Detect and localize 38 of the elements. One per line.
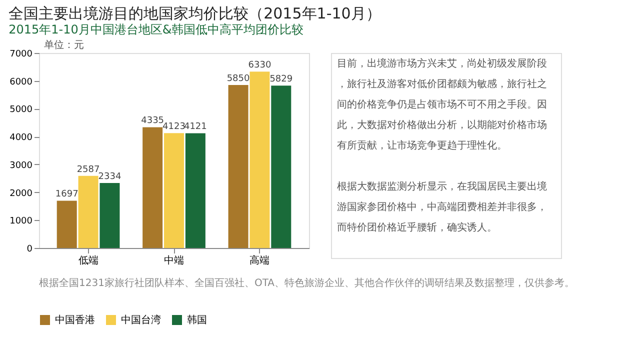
bar bbox=[185, 133, 206, 248]
legend-label: 中国台湾 bbox=[121, 314, 161, 326]
data-label: 4123 bbox=[162, 122, 186, 132]
bar bbox=[164, 133, 184, 248]
text: 目前，出境游市场方兴未艾，尚处初级发展阶段，旅行社及游客对低价团都颇为敏感，旅行社之间的价格竞争仍是占领市场不可不用之手段。因此，大数据对价格做出分析，以期能对价格市场有所贡献，让市场竞争更趋于理性化。 bbox=[337, 57, 547, 152]
chart-title: 全国主要出境游目的地国家均价比较（2015年1-10月） bbox=[8, 4, 381, 22]
data-label: 4335 bbox=[141, 116, 164, 126]
text: 单位：元 bbox=[44, 39, 84, 51]
bar bbox=[78, 176, 98, 248]
data-label: 2587 bbox=[76, 164, 100, 175]
bar bbox=[250, 72, 270, 248]
y-tick-label: 7000 bbox=[10, 50, 33, 60]
y-tick-label: 6000 bbox=[10, 77, 33, 88]
text: 根据大数据监测分析显示，在我国居民主要出境游国家参团价格中，中高端团费相差并非很多，而特价团价格近乎腰斩，确实诱人。 bbox=[337, 180, 547, 234]
y-tick-label: 0 bbox=[26, 244, 33, 254]
y-tick-label: 4000 bbox=[10, 133, 33, 144]
y-tick-label: 2000 bbox=[10, 188, 33, 199]
data-label: 2334 bbox=[98, 172, 122, 182]
bar bbox=[142, 127, 163, 248]
y-tick-label: 5000 bbox=[10, 105, 33, 116]
data-label: 5850 bbox=[226, 74, 250, 84]
x-tick-label: 低端 bbox=[78, 254, 98, 266]
bar bbox=[271, 86, 292, 248]
data-label: 5829 bbox=[270, 74, 293, 85]
data-label: 6330 bbox=[248, 60, 272, 71]
chart-subtitle: 2015年1-10月中国港台地区&韩国低中高平均团价比较 bbox=[8, 22, 304, 36]
bar bbox=[56, 200, 77, 248]
x-tick-label: 高端 bbox=[250, 254, 270, 266]
data-label: 1697 bbox=[55, 190, 78, 200]
data-label: 4121 bbox=[184, 122, 207, 132]
x-tick-label: 中端 bbox=[164, 254, 184, 266]
legend-label: 中国香港 bbox=[55, 314, 95, 326]
legend-label: 韩国 bbox=[187, 314, 207, 326]
y-tick-label: 3000 bbox=[10, 160, 33, 171]
bar bbox=[228, 85, 248, 248]
y-tick-label: 1000 bbox=[10, 216, 33, 227]
text: 根据全国1231家旅行社团队样本、全国百强社、OTA、特色旅游企业、其他合作伙伴的调研结果及数据整理，仅供参考。 bbox=[39, 277, 574, 289]
bar bbox=[100, 182, 120, 248]
